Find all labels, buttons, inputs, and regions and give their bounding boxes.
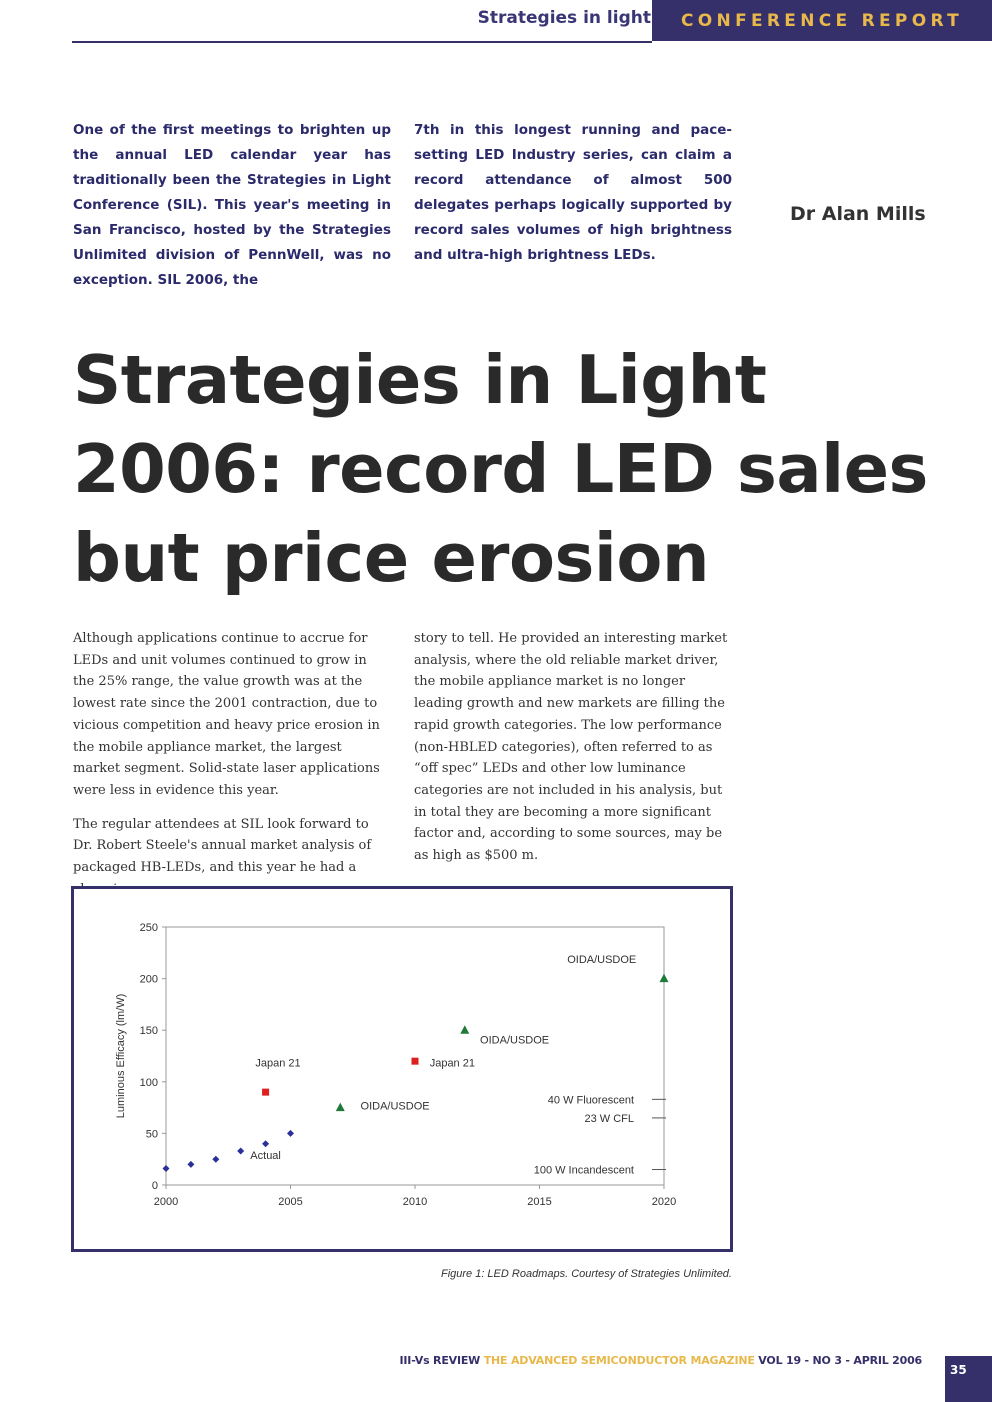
reference-line-label: 23 W CFL — [584, 1113, 634, 1125]
section-title: Strategies in light — [477, 8, 651, 28]
footer-issue: VOL 19 - NO 3 - APRIL 2006 — [758, 1354, 922, 1367]
actual-point — [162, 1164, 170, 1172]
point-label: Japan 21 — [255, 1057, 300, 1069]
oida-usdoe-point — [460, 1025, 470, 1034]
header-rule — [72, 41, 652, 43]
body-column-2: story to tell. He provided an interestin… — [414, 628, 728, 879]
intro-column-2: 7th in this longest running and pace-set… — [414, 122, 732, 263]
point-label: OIDA/USDOE — [480, 1035, 549, 1047]
y-tick-label: 250 — [140, 922, 158, 934]
x-tick-label: 2015 — [527, 1196, 551, 1208]
conference-report-band: CONFERENCE REPORT — [652, 0, 992, 41]
body-paragraph: Although applications continue to accrue… — [73, 631, 380, 798]
x-tick-label: 2010 — [403, 1196, 427, 1208]
reference-line-label: 100 W Incandescent — [534, 1165, 634, 1177]
actual-point — [187, 1160, 195, 1168]
footer-magazine: III-Vs REVIEW — [399, 1354, 481, 1367]
y-axis-label: Luminous Efficacy (lm/W) — [115, 994, 127, 1119]
point-label: OIDA/USDOE — [567, 954, 636, 966]
article-title: Strategies in Light 2006: record LED sal… — [73, 341, 928, 597]
y-tick-label: 50 — [146, 1128, 158, 1140]
page-number: 35 — [945, 1356, 992, 1402]
japan21-point — [411, 1057, 419, 1065]
body-column-1: Although applications continue to accrue… — [73, 628, 387, 912]
reference-line-label: 40 W Fluorescent — [548, 1094, 634, 1106]
point-label: Actual — [250, 1150, 281, 1162]
actual-point — [262, 1140, 270, 1148]
y-tick-label: 0 — [152, 1180, 158, 1192]
japan21-point — [262, 1088, 270, 1096]
x-tick-label: 2000 — [154, 1196, 178, 1208]
author-name: Dr Alan Mills — [790, 203, 926, 225]
actual-point — [237, 1147, 245, 1155]
y-tick-label: 100 — [140, 1077, 158, 1089]
y-tick-label: 150 — [140, 1025, 158, 1037]
point-label: OIDA/USDOE — [361, 1101, 430, 1113]
point-label: Japan 21 — [430, 1057, 475, 1069]
actual-point — [287, 1129, 294, 1137]
figure-caption: Figure 1: LED Roadmaps. Courtesy of Stra… — [440, 1268, 732, 1280]
footer-tagline: THE ADVANCED SEMICONDUCTOR MAGAZINE — [483, 1354, 755, 1367]
footer: III-Vs REVIEW THE ADVANCED SEMICONDUCTOR… — [399, 1354, 923, 1367]
body-paragraph: story to tell. He provided an interestin… — [414, 631, 728, 864]
actual-point — [212, 1155, 220, 1163]
intro-column-1: One of the first meetings to brighten up… — [73, 122, 391, 288]
x-tick-label: 2005 — [278, 1196, 302, 1208]
led-roadmap-chart: 0 50 100 150 200 250 2000 2005 2010 2015 2020 Lumin… — [115, 922, 676, 1208]
oida-usdoe-point — [335, 1102, 345, 1112]
y-tick-label: 200 — [140, 974, 158, 986]
oida-usdoe-point — [659, 973, 669, 983]
figure-led-roadmap: 0 50 100 150 200 250 2000 2005 2010 2015 2020 Lumin… — [71, 886, 733, 1252]
x-tick-label: 2020 — [652, 1196, 676, 1208]
